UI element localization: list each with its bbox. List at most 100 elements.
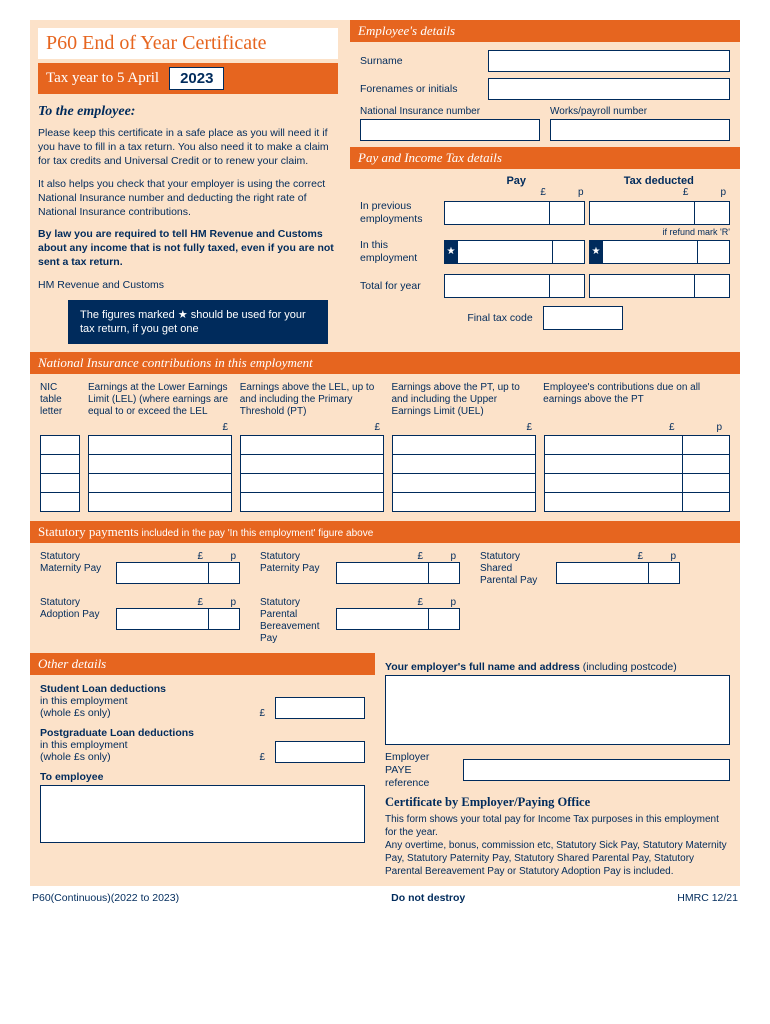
nic-cell[interactable]	[240, 435, 384, 455]
stat-input-pence[interactable]	[429, 562, 460, 584]
works-input[interactable]	[550, 119, 730, 141]
footer: P60(Continuous)(2022 to 2023) Do not des…	[30, 886, 740, 906]
pound-label: £	[445, 187, 550, 198]
footer-left: P60(Continuous)(2022 to 2023)	[32, 892, 179, 904]
paye-ref-input[interactable]	[463, 759, 730, 781]
stat-input-pence[interactable]	[209, 608, 240, 630]
footer-mid: Do not destroy	[391, 892, 465, 904]
nic-cell[interactable]	[240, 454, 384, 474]
emp-details-header: Employee's details	[350, 20, 740, 42]
to-employee-p2: It also helps you check that your employ…	[38, 177, 338, 220]
in-this-emp: in this employment	[40, 739, 128, 751]
nic-cell[interactable]	[392, 454, 536, 474]
pound-label: £	[255, 708, 265, 719]
pence-label: p	[647, 551, 680, 562]
to-employee-p3: By law you are required to tell HM Reven…	[38, 227, 338, 270]
star-marker: ★	[444, 240, 458, 264]
nic-h3: Earnings above the LEL, up to and includ…	[240, 382, 384, 418]
nic-cell[interactable]	[392, 473, 536, 493]
nic-header: National Insurance contributions in this…	[30, 352, 740, 374]
this-tax-input[interactable]	[603, 240, 698, 264]
nic-cell[interactable]	[544, 435, 730, 455]
nic-cell[interactable]	[88, 454, 232, 474]
total-tax-input[interactable]	[589, 274, 695, 298]
to-employee-box[interactable]	[40, 785, 365, 843]
nic-cell[interactable]	[40, 454, 80, 474]
stat-input-pence[interactable]	[649, 562, 680, 584]
nic-cell[interactable]	[544, 454, 730, 474]
refund-note: if refund mark 'R'	[360, 227, 730, 237]
stat-input[interactable]	[336, 562, 429, 584]
nic-cell[interactable]	[40, 492, 80, 512]
pence-label: p	[207, 597, 240, 608]
nino-input[interactable]	[360, 119, 540, 141]
prev-pay-pence-input[interactable]	[550, 201, 586, 225]
emp-addr-label: Your employer's full name and address (i…	[385, 661, 730, 673]
student-loan-input[interactable]	[275, 697, 365, 719]
nic-cell[interactable]	[88, 473, 232, 493]
pound-label: £	[556, 551, 647, 562]
nino-label: National Insurance number	[360, 106, 540, 117]
pound-label: £	[588, 187, 693, 198]
works-label: Works/payroll number	[550, 106, 730, 117]
nic-cell[interactable]	[544, 473, 730, 493]
nic-cell[interactable]	[40, 435, 80, 455]
total-pay-pence-input[interactable]	[550, 274, 586, 298]
pound-label: £	[255, 752, 265, 763]
stat-input[interactable]	[336, 608, 429, 630]
total-year-label: Total for year	[360, 280, 440, 293]
nic-cell[interactable]	[240, 492, 384, 512]
surname-input[interactable]	[488, 50, 730, 72]
tax-year-row: Tax year to 5 April 2023	[38, 63, 338, 94]
stat-label: Statutory Parental Bereavement Pay	[260, 597, 330, 645]
final-tax-input[interactable]	[543, 306, 623, 330]
nic-h5: Employee's contributions due on all earn…	[543, 382, 730, 418]
prev-pay-input[interactable]	[444, 201, 550, 225]
star-marker: ★	[589, 240, 603, 264]
stat-label: Statutory Maternity Pay	[40, 551, 110, 575]
nic-cell[interactable]	[392, 435, 536, 455]
forenames-input[interactable]	[488, 78, 730, 100]
nic-cell[interactable]	[88, 435, 232, 455]
pence-label: p	[207, 551, 240, 562]
footer-right: HMRC 12/21	[677, 892, 738, 904]
pound-label: £	[544, 422, 679, 433]
nic-cell[interactable]	[392, 492, 536, 512]
pound-label: £	[116, 597, 207, 608]
this-tax-pence-input[interactable]	[698, 240, 730, 264]
nic-cell[interactable]	[544, 492, 730, 512]
to-employee-signoff: HM Revenue and Customs	[38, 278, 338, 292]
stat-label: Statutory Adoption Pay	[40, 597, 110, 621]
pence-label: p	[427, 597, 460, 608]
cert-text-2: Any overtime, bonus, commission etc, Sta…	[385, 839, 730, 878]
stat-input[interactable]	[556, 562, 649, 584]
this-pay-input[interactable]	[458, 240, 553, 264]
pence-label: p	[692, 187, 730, 198]
prev-tax-pence-input[interactable]	[695, 201, 731, 225]
employer-address-input[interactable]	[385, 675, 730, 745]
prev-tax-input[interactable]	[589, 201, 695, 225]
nic-cell[interactable]	[240, 473, 384, 493]
form-title: P60 End of Year Certificate	[38, 28, 338, 59]
pound-label: £	[336, 597, 427, 608]
stat-input[interactable]	[116, 608, 209, 630]
stat-input[interactable]	[116, 562, 209, 584]
total-pay-input[interactable]	[444, 274, 550, 298]
pg-loan-input[interactable]	[275, 741, 365, 763]
pound-label: £	[336, 551, 427, 562]
nic-cell[interactable]	[40, 473, 80, 493]
total-tax-pence-input[interactable]	[695, 274, 731, 298]
final-tax-label: Final tax code	[467, 312, 532, 324]
prev-emp-label: In previous employments	[360, 200, 440, 225]
nic-h2: Earnings at the Lower Earnings Limit (LE…	[88, 382, 232, 418]
pay-col-header: Pay	[445, 175, 588, 187]
tax-year-label: Tax year to 5 April	[46, 70, 159, 87]
to-employee-p1: Please keep this certificate in a safe p…	[38, 126, 338, 169]
pay-header: Pay and Income Tax details	[350, 147, 740, 169]
tax-col-header: Tax deducted	[588, 175, 731, 187]
stat-input-pence[interactable]	[209, 562, 240, 584]
this-pay-pence-input[interactable]	[553, 240, 585, 264]
cert-text-1: This form shows your total pay for Incom…	[385, 813, 730, 839]
stat-input-pence[interactable]	[429, 608, 460, 630]
nic-cell[interactable]	[88, 492, 232, 512]
